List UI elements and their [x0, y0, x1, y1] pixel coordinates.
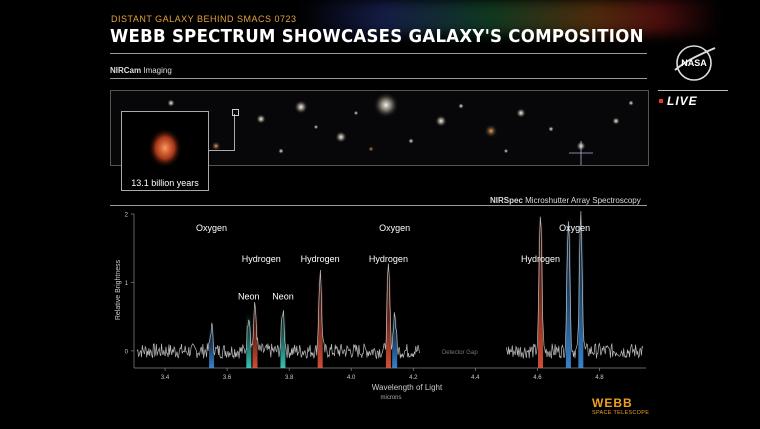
galaxy-age-caption: 13.1 billion years: [131, 178, 199, 188]
emission-band-neon: [280, 309, 286, 368]
emission-band-neon: [246, 313, 252, 368]
element-label-oxygen: Oxygen: [559, 223, 590, 233]
live-indicator-dot: [659, 99, 663, 103]
webb-logo-subtitle: SPACE TELESCOPE: [592, 410, 650, 416]
y-tick-label: 0: [125, 349, 129, 355]
emission-band-hydrogen: [252, 306, 258, 368]
title-divider: [110, 53, 647, 54]
element-label-hydrogen: Hydrogen: [521, 254, 560, 264]
element-label-hydrogen: Hydrogen: [242, 254, 281, 264]
spectrum-plot-area: 0 1 2 3.4 3.6 3.8 4.0 4.2 4.4 4.6 4.8 Detector Gap O…: [125, 211, 646, 381]
galaxy-inset: 13.1 billion years: [121, 111, 209, 191]
emission-band-oxygen: [565, 214, 571, 368]
detector-gap-label: Detector Gap: [442, 350, 478, 356]
y-tick-label: 2: [125, 213, 129, 219]
page-title: WEBB SPECTRUM SHOWCASES GALAXY'S COMPOSI…: [110, 26, 644, 47]
x-tick-label: 4.0: [347, 375, 356, 381]
element-label-neon: Neon: [238, 292, 260, 302]
spectroscopy-section-label: NIRSpec Microshutter Array Spectroscopy: [490, 196, 641, 205]
y-tick-label: 1: [125, 281, 129, 287]
x-axis-label: Wavelength of Light: [372, 383, 443, 392]
inset-connector-vertical: [234, 114, 235, 151]
live-badge: LIVE: [667, 94, 698, 108]
inset-connector-horizontal: [207, 150, 234, 151]
x-tick-label: 4.4: [471, 375, 480, 381]
nasa-logo-icon: NASA: [674, 45, 716, 81]
element-label-oxygen: Oxygen: [196, 223, 227, 233]
x-tick-label: 3.8: [285, 375, 294, 381]
target-galaxy-image: [148, 128, 182, 168]
spectrum-line-right: [506, 211, 644, 359]
page-kicker: DISTANT GALAXY BEHIND SMACS 0723: [111, 14, 297, 24]
emission-band-hydrogen: [317, 272, 323, 368]
element-label-hydrogen: Hydrogen: [301, 254, 340, 264]
element-label-oxygen: Oxygen: [379, 223, 410, 233]
star-field: [138, 92, 634, 165]
x-tick-label: 3.6: [223, 375, 232, 381]
x-tick-label: 4.8: [595, 375, 604, 381]
y-axis-label: Relative Brightness: [115, 259, 122, 320]
target-galaxy-marker: [232, 109, 239, 116]
imaging-divider: [110, 78, 647, 79]
x-axis-unit: microns: [380, 395, 401, 401]
spectrum-line-left: [136, 263, 420, 360]
emission-band-oxygen: [209, 326, 215, 368]
deep-field-image: [138, 92, 634, 165]
top-rainbow-glow: [300, 0, 720, 34]
x-tick-label: 4.2: [409, 375, 418, 381]
element-label-neon: Neon: [272, 292, 294, 302]
emission-band-oxygen: [392, 313, 398, 368]
spectroscopy-divider: [110, 205, 647, 206]
imaging-section-label: NIRCam Imaging: [110, 66, 172, 75]
emission-band-hydrogen: [537, 214, 543, 368]
x-tick-label: 3.4: [161, 375, 170, 381]
element-label-hydrogen: Hydrogen: [369, 254, 408, 264]
x-tick-label: 4.6: [533, 375, 542, 381]
nasa-logo-text: NASA: [681, 58, 707, 68]
emission-band-hydrogen: [385, 268, 391, 368]
spectrum-chart: 0 1 2 3.4 3.6 3.8 4.0 4.2 4.4 4.6 4.8 Detector Gap O…: [115, 211, 646, 401]
webb-logo: WEBB: [592, 396, 633, 410]
emission-band-oxygen: [578, 214, 584, 368]
live-divider: [658, 90, 728, 91]
